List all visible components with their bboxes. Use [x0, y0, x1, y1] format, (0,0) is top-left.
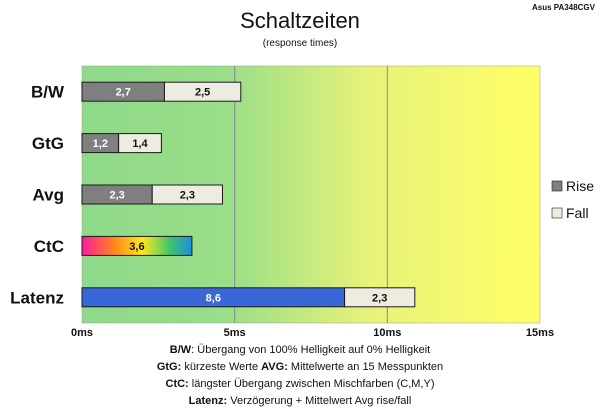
x-tick-label: 15ms — [526, 327, 554, 339]
note-line: Latenz: Verzögerung + Mittelwert Avg ris… — [189, 395, 412, 407]
legend-label-fall: Fall — [566, 205, 589, 221]
legend-swatch-fall — [551, 207, 563, 219]
note-segment: Verzögerung + Mittelwert Avg rise/fall — [227, 395, 411, 407]
note-line: CtC: längster Übergang zwischen Mischfar… — [166, 378, 435, 390]
x-tick-label: 5ms — [224, 327, 246, 339]
note-segment: AVG: — [261, 361, 288, 373]
bar-b-w-rise-label: 2,7 — [116, 87, 131, 99]
bar-avg-rise-label: 2,3 — [109, 190, 124, 202]
bar-latenz-fall-label: 2,3 — [372, 292, 387, 304]
category-label-gtg: GtG — [32, 134, 64, 153]
bar-gtg-fall-label: 1,4 — [132, 138, 148, 150]
legend: Rise Fall — [551, 178, 594, 221]
note-segment: Mittelwerte an 15 Messpunkten — [288, 361, 443, 373]
note-segment: kürzeste Werte — [181, 361, 261, 373]
note-segment: Latenz: — [189, 395, 228, 407]
notes: B/W: Übergang von 100% Helligkeit auf 0%… — [157, 344, 443, 407]
bar-b-w-fall — [163, 81, 242, 102]
category-label-ctc: CtC — [34, 237, 64, 256]
bar-gtg-rise-label: 1,2 — [93, 138, 108, 150]
note-line: GtG: kürzeste Werte AVG: Mittelwerte an … — [157, 361, 443, 373]
bar-avg-fall-label: 2,3 — [180, 190, 195, 202]
note-segment: CtC: — [166, 378, 189, 390]
bar-b-w-fall-label: 2,5 — [195, 87, 210, 99]
x-tick-label: 0ms — [71, 327, 93, 339]
legend-swatch-rise — [551, 180, 563, 192]
note-segment: längster Übergang zwischen Mischfarben (… — [189, 378, 435, 390]
monitor-model: Asus PA348CGV — [532, 3, 596, 12]
note-segment: : Übergang von 100% Helligkeit auf 0% He… — [191, 344, 430, 356]
bar-ctc — [81, 235, 193, 256]
x-tick-label: 10ms — [373, 327, 401, 339]
legend-label-rise: Rise — [566, 178, 594, 194]
note-segment: GtG: — [157, 361, 181, 373]
category-label-latenz: Latenz — [10, 288, 64, 307]
note-line: B/W: Übergang von 100% Helligkeit auf 0%… — [170, 344, 430, 356]
bar-ctc-label: 3,6 — [129, 241, 144, 253]
bar-latenz-label: 8,6 — [206, 292, 221, 304]
bar-avg-fall — [151, 184, 223, 205]
category-label-avg: Avg — [33, 186, 65, 205]
category-label-b-w: B/W — [31, 83, 65, 102]
chart-title: Schaltzeiten — [240, 8, 360, 33]
bar-latenz-fall — [344, 287, 416, 308]
bar-gtg-fall — [118, 133, 162, 154]
note-segment: B/W — [170, 344, 192, 356]
chart-subtitle: (response times) — [263, 38, 337, 49]
